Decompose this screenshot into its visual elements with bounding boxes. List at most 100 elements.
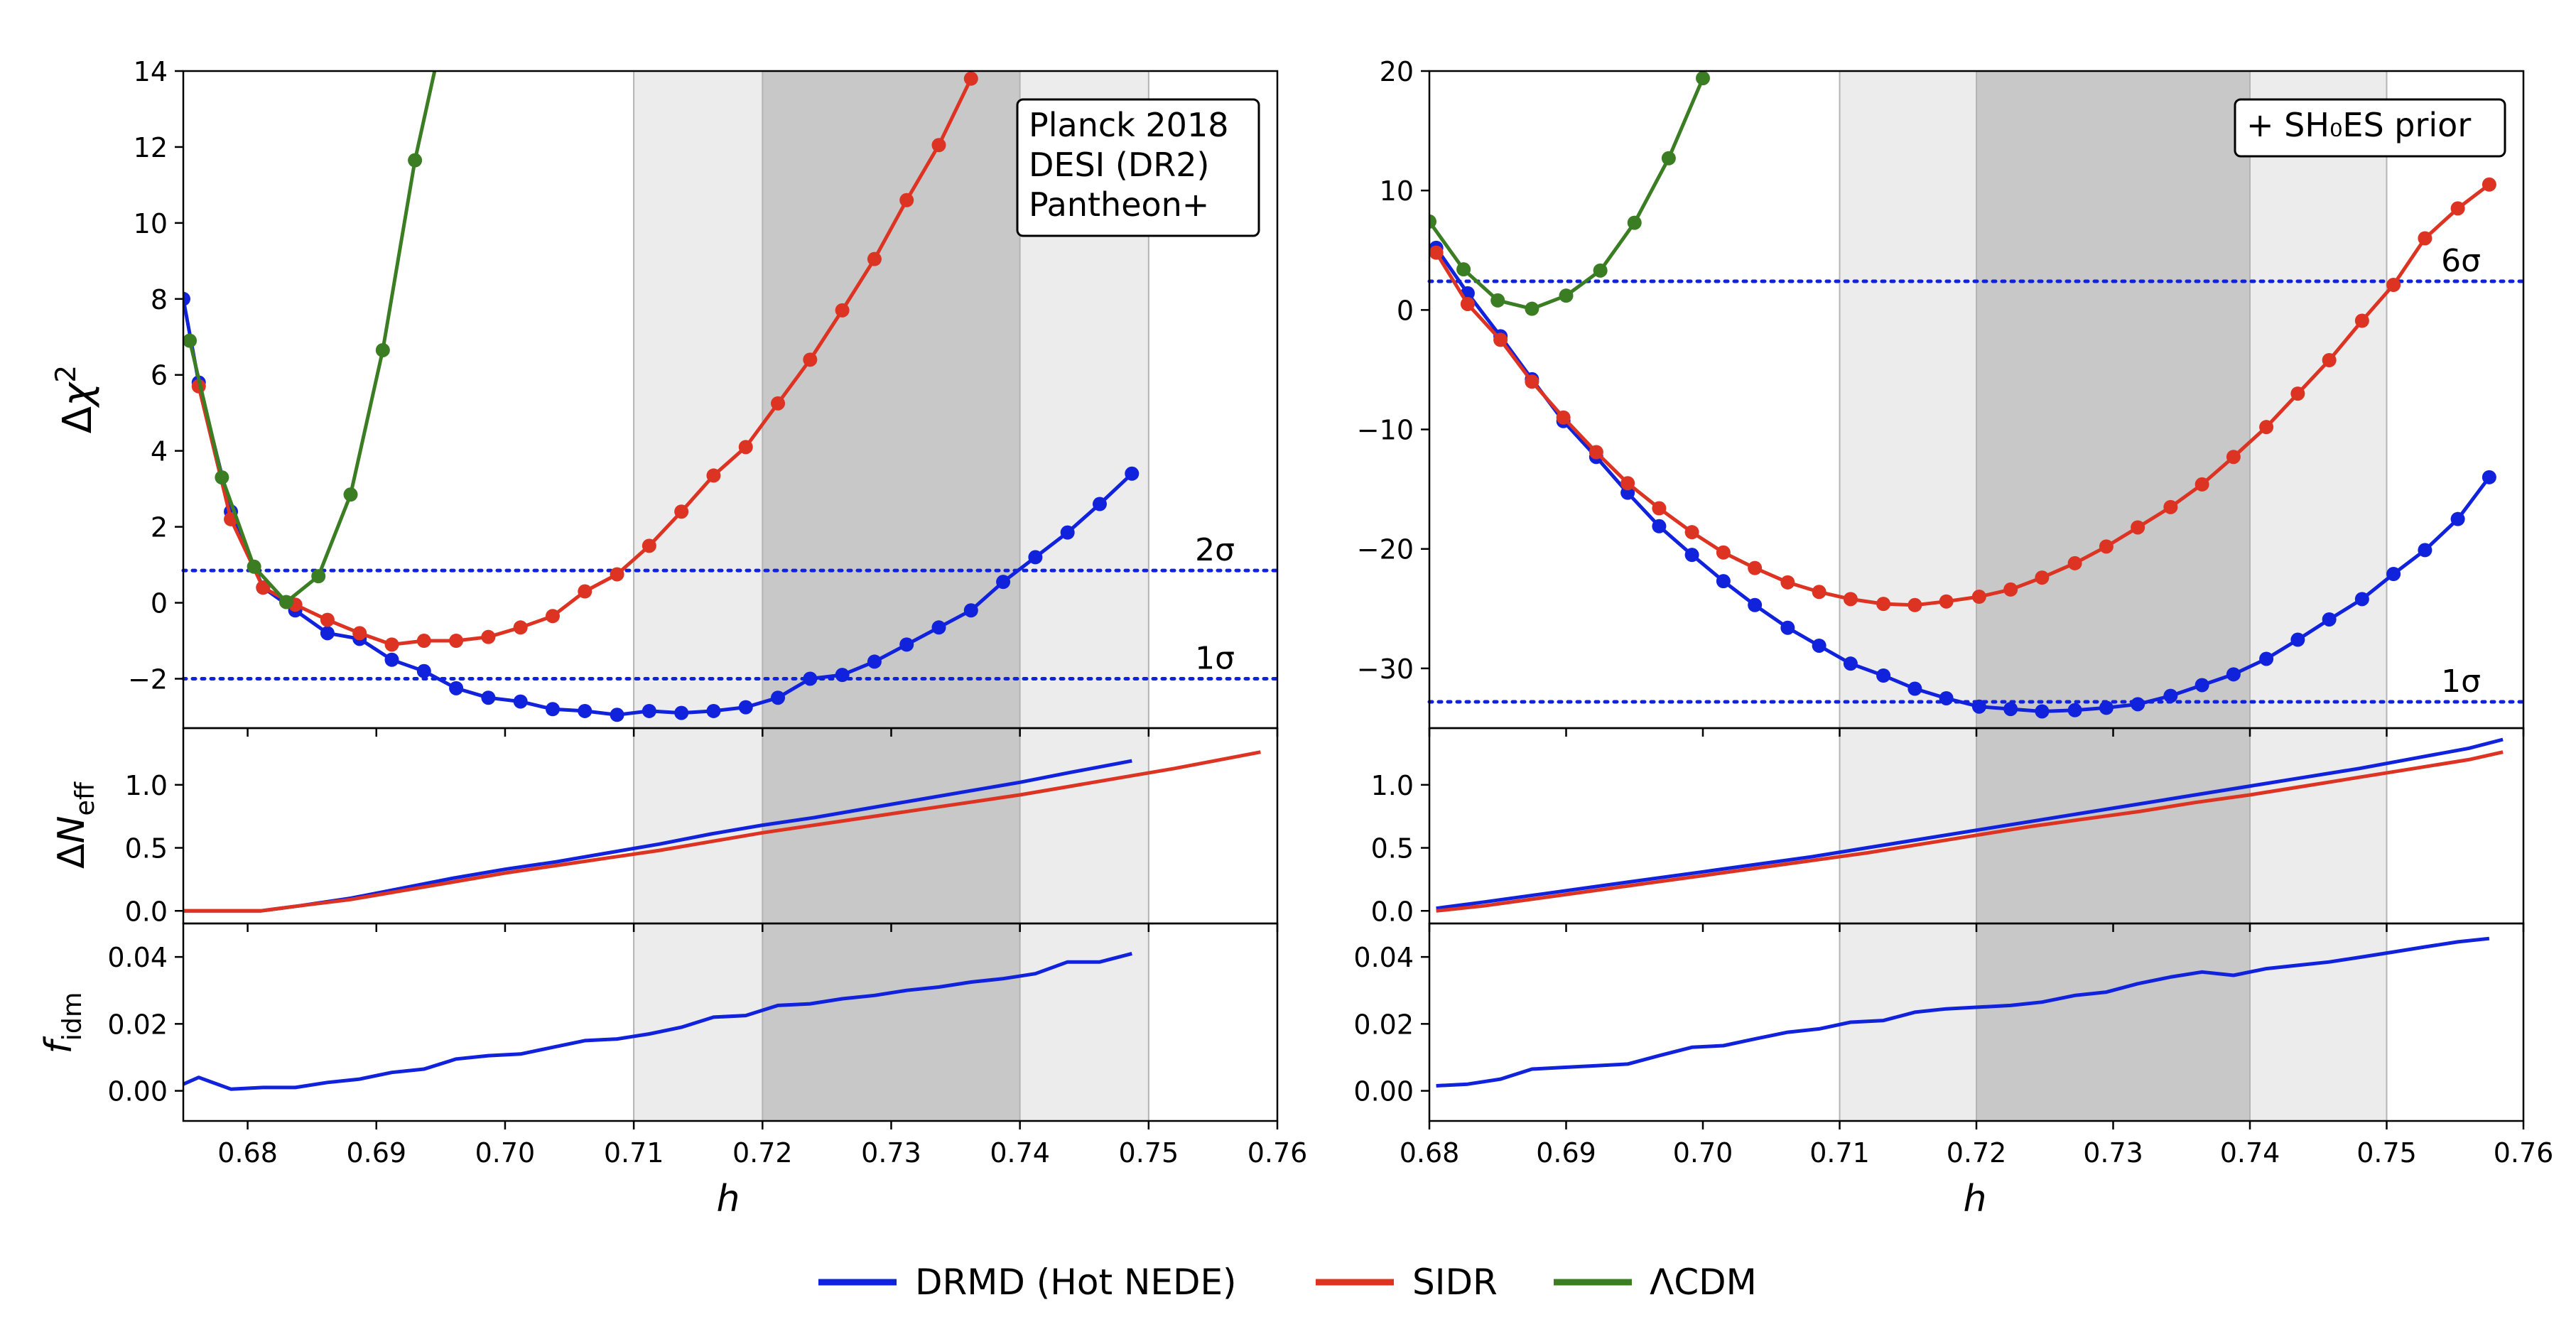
point-left-chi2-drmd-25 [963,603,978,618]
xtick-label-right-8: 0.76 [2494,1137,2554,1169]
series-group-right-neff [1436,737,2504,913]
point-left-chi2-lcdm-4 [311,569,326,584]
point-right-chi2-drmd-11 [1780,620,1795,635]
point-right-chi2-lcdm-7 [1661,151,1676,166]
legend-label-lcdm: ΛCDM [1650,1262,1757,1303]
point-left-chi2-drmd-12 [545,702,560,717]
point-right-chi2-lcdm-4 [1559,288,1574,303]
point-right-chi2-sidr-3 [1525,374,1539,389]
axes-layer [175,70,2525,1129]
legend-label-drmd: DRMD (Hot NEDE) [915,1262,1237,1303]
frame-left-fidm [182,922,1279,1122]
point-left-chi2-drmd-17 [706,703,721,718]
band-layer [633,71,2388,1121]
point-right-chi2-drmd-14 [1876,668,1891,683]
point-left-chi2-sidr-8 [449,634,464,649]
point-right-chi2-drmd-27 [2290,632,2305,647]
point-right-chi2-sidr-19 [2035,570,2050,585]
series-group-left-neff [183,750,1261,913]
point-right-chi2-sidr-30 [2386,278,2401,293]
point-right-chi2-drmd-25 [2226,667,2241,682]
point-left-chi2-lcdm-1 [215,470,229,485]
point-right-chi2-sidr-31 [2418,231,2432,246]
point-right-chi2-drmd-18 [2003,702,2018,717]
point-left-chi2-sidr-4 [320,612,335,627]
xtick-label-right-3: 0.71 [1809,1137,1870,1169]
series-group-left-chi2 [183,71,1140,722]
xtick-label-right-4: 0.72 [1947,1137,2007,1169]
point-right-chi2-sidr-5 [1589,445,1603,460]
point-left-chi2-sidr-5 [352,626,367,641]
point-left-chi2-drmd-28 [1060,525,1075,540]
point-right-chi2-sidr-9 [1716,545,1731,560]
point-right-chi2-sidr-7 [1652,501,1667,516]
point-right-chi2-sidr-33 [2482,177,2496,192]
ytick-label-left-fidm-1: 0.02 [107,1009,168,1040]
ytick-label-left-chi2-7: 12 [134,132,168,163]
point-left-chi2-lcdm-0 [183,333,197,348]
point-left-chi2-sidr-9 [481,629,496,644]
point-left-chi2-drmd-29 [1092,497,1107,511]
point-left-chi2-drmd-15 [642,703,656,718]
point-right-chi2-drmd-13 [1843,656,1858,671]
hline-label-left-chi2-0: 2σ [1195,532,1235,568]
xtick-label-left-2: 0.70 [475,1137,536,1169]
x-axis-label-left: h [717,1178,740,1220]
point-left-chi2-sidr-7 [416,634,431,649]
ytick-label-right-neff-2: 1.0 [1371,770,1414,801]
point-right-chi2-drmd-20 [2067,703,2082,717]
xtick-label-left-3: 0.71 [604,1137,664,1169]
xtick-label-right-5: 0.73 [2083,1137,2143,1169]
xtick-label-right-7: 0.75 [2356,1137,2417,1169]
point-left-chi2-drmd-14 [610,708,624,722]
ytick-label-left-neff-0: 0.0 [125,896,168,927]
point-left-chi2-drmd-16 [674,705,689,720]
ytick-label-left-chi2-2: 2 [151,512,168,543]
ytick-label-right-fidm-1: 0.02 [1353,1009,1414,1040]
point-left-chi2-lcdm-7 [408,153,423,168]
point-right-chi2-drmd-29 [2354,592,2369,607]
point-left-chi2-sidr-22 [899,193,914,207]
point-left-chi2-drmd-26 [996,575,1011,590]
hline-label-right-chi2-0: 6σ [2441,243,2481,279]
point-left-chi2-sidr-2 [256,580,271,595]
series-line-right-chi2-drmd [1434,246,2491,713]
point-left-chi2-drmd-23 [899,637,914,652]
point-right-chi2-sidr-21 [2099,539,2114,554]
point-left-chi2-drmd-8 [416,663,431,678]
point-left-chi2-drmd-9 [449,681,464,695]
point-right-chi2-drmd-7 [1652,519,1667,533]
hline-label-right-chi2-1: 1σ [2441,663,2481,700]
point-right-chi2-lcdm-5 [1593,263,1608,278]
point-left-chi2-sidr-19 [803,352,818,367]
info-box-right [2234,98,2506,158]
point-left-chi2-drmd-7 [384,652,399,667]
ytick-label-left-chi2-8: 14 [134,56,168,87]
series-line-right-chi2-lcdm [1429,77,1705,311]
point-left-chi2-sidr-6 [384,637,399,652]
ytick-label-left-neff-2: 1.0 [125,770,168,801]
point-left-chi2-drmd-30 [1125,466,1140,481]
point-right-chi2-sidr-0 [1429,245,1444,260]
point-left-chi2-lcdm-3 [278,595,293,609]
point-right-chi2-lcdm-1 [1456,262,1471,277]
point-right-chi2-drmd-19 [2035,704,2050,719]
point-right-chi2-sidr-23 [2163,499,2178,514]
xtick-label-left-4: 0.72 [732,1137,793,1169]
point-left-chi2-drmd-19 [771,690,786,705]
point-right-chi2-sidr-10 [1748,560,1763,575]
point-left-chi2-sidr-24 [963,71,978,86]
xtick-label-right-0: 0.68 [1400,1137,1460,1169]
point-left-chi2-sidr-15 [674,504,689,519]
text-layer: −202468101214Δχ22σ1σ0.00.51.0ΔNeff0.000.… [38,56,2553,1169]
point-right-chi2-drmd-28 [2322,612,2337,627]
point-right-chi2-sidr-11 [1780,575,1795,590]
xtick-label-left-8: 0.76 [1248,1137,1308,1169]
info-box-line-right-0: + SH₀ES prior [2246,106,2471,144]
point-left-chi2-sidr-13 [610,567,624,582]
legend-entry-drmd: DRMD (Hot NEDE) [818,1262,1237,1303]
point-left-chi2-sidr-21 [867,251,882,266]
point-left-chi2-lcdm-2 [247,559,261,574]
point-right-chi2-sidr-16 [1939,594,1954,609]
ytick-label-right-chi2-0: −30 [1357,654,1414,685]
